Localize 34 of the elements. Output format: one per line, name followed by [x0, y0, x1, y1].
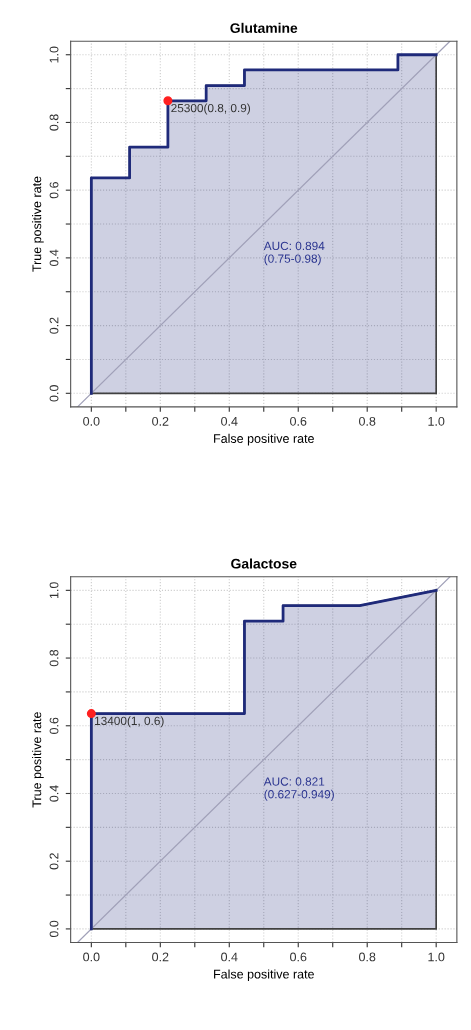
annotation: 13400(1, 0.6) — [95, 716, 164, 728]
chart-title: Galactose — [231, 558, 297, 569]
x-tick-label: 0.0 — [83, 952, 100, 962]
chart-title: Glutamine — [230, 22, 298, 33]
y-tick-label: 1.0 — [49, 46, 59, 63]
x-tick-label: 0.2 — [152, 952, 169, 962]
y-tick-label: 0.2 — [49, 853, 59, 870]
y-tick-label: 0.4 — [49, 249, 59, 267]
y-tick-label: 0.8 — [49, 114, 59, 131]
x-tick-label: 0.4 — [221, 952, 238, 962]
annotation: AUC: 0.894 (0.75-0.98) — [263, 241, 325, 266]
x-tick-label: 0.0 — [83, 416, 100, 426]
x-tick-label: 0.8 — [359, 416, 376, 426]
x-tick-label: 0.6 — [290, 952, 307, 962]
y-tick-label: 0.0 — [49, 920, 59, 938]
y-tick-label: 0.6 — [49, 182, 59, 199]
x-axis-title: False positive rate — [214, 969, 314, 982]
y-tick-label: 0.8 — [49, 649, 59, 667]
x-tick-label: 0.4 — [221, 416, 238, 426]
x-tick-label: 0.6 — [290, 416, 307, 426]
annotation: AUC: 0.821 (0.627-0.949) — [263, 777, 334, 801]
x-tick-label: 1.0 — [428, 952, 445, 962]
y-tick-label: 1.0 — [49, 582, 59, 599]
y-tick-label: 0.0 — [49, 385, 59, 402]
x-tick-label: 1.0 — [428, 416, 445, 426]
y-axis-title: True positive rate — [32, 712, 44, 808]
annotation: 25300(0.8, 0.9) — [171, 103, 251, 115]
x-tick-label: 0.8 — [359, 952, 376, 962]
x-tick-label: 0.2 — [152, 416, 169, 426]
x-axis-title: False positive rate — [214, 433, 314, 446]
y-tick-label: 0.2 — [49, 317, 59, 334]
y-tick-label: 0.6 — [49, 717, 59, 734]
y-axis-title: True positive rate — [32, 176, 44, 272]
y-tick-label: 0.4 — [49, 785, 59, 802]
